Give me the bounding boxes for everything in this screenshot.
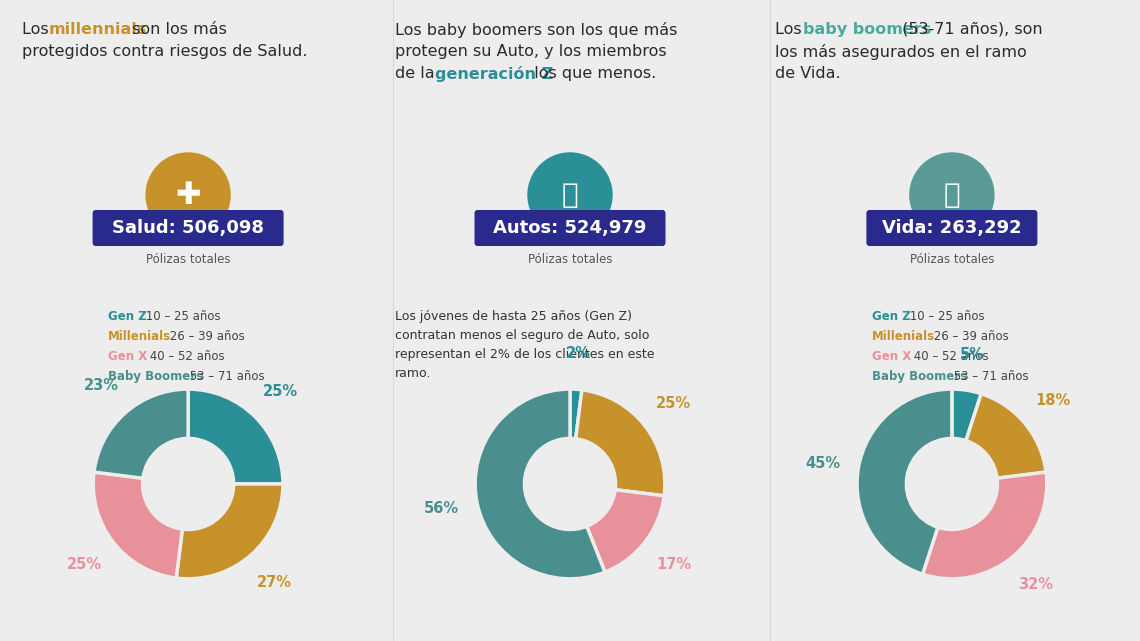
Text: Gen Z: Gen Z (872, 310, 911, 323)
Wedge shape (952, 389, 982, 440)
Text: 26 – 39 años: 26 – 39 años (930, 330, 1009, 343)
Wedge shape (587, 490, 665, 572)
Text: Los: Los (775, 22, 807, 37)
Text: son los más: son los más (127, 22, 227, 37)
Text: 27%: 27% (258, 575, 292, 590)
Text: protegen su Auto, y los miembros: protegen su Auto, y los miembros (394, 44, 667, 59)
Text: 23%: 23% (84, 378, 119, 393)
Text: Pólizas totales: Pólizas totales (146, 253, 230, 266)
Text: (53-71 años), son: (53-71 años), son (897, 22, 1043, 37)
Text: de la: de la (394, 66, 440, 81)
Text: Los: Los (22, 22, 54, 37)
Wedge shape (966, 394, 1047, 478)
FancyBboxPatch shape (92, 210, 284, 246)
Circle shape (910, 153, 994, 237)
Wedge shape (857, 389, 952, 574)
Circle shape (146, 153, 230, 237)
Text: 40 – 52 años: 40 – 52 años (146, 350, 225, 363)
Text: ✚: ✚ (176, 181, 201, 210)
Text: Los jóvenes de hasta 25 años (Gen Z)
contratan menos el seguro de Auto, solo
rep: Los jóvenes de hasta 25 años (Gen Z) con… (394, 310, 654, 380)
Text: Baby Boomers: Baby Boomers (872, 370, 967, 383)
Text: 10 – 25 años: 10 – 25 años (906, 310, 985, 323)
Text: de Vida.: de Vida. (775, 66, 840, 81)
Wedge shape (570, 389, 581, 439)
Text: 53 – 71 años: 53 – 71 años (186, 370, 264, 383)
Wedge shape (93, 472, 182, 578)
Text: 26 – 39 años: 26 – 39 años (166, 330, 245, 343)
Text: 53 – 71 años: 53 – 71 años (950, 370, 1028, 383)
Text: Gen X: Gen X (108, 350, 147, 363)
Text: Gen X: Gen X (872, 350, 911, 363)
Wedge shape (922, 472, 1047, 579)
Wedge shape (177, 484, 283, 579)
Text: 45%: 45% (805, 456, 840, 471)
Text: baby boomers: baby boomers (803, 22, 931, 37)
Text: Pólizas totales: Pólizas totales (910, 253, 994, 266)
Text: Pólizas totales: Pólizas totales (528, 253, 612, 266)
Wedge shape (93, 389, 188, 478)
Text: generación Z: generación Z (435, 66, 553, 82)
Text: protegidos contra riesgos de Salud.: protegidos contra riesgos de Salud. (22, 44, 308, 59)
Text: 32%: 32% (1018, 578, 1053, 592)
Text: los que menos.: los que menos. (524, 66, 657, 81)
Text: 17%: 17% (656, 556, 691, 572)
Text: Millenials: Millenials (872, 330, 935, 343)
Text: 40 – 52 años: 40 – 52 años (910, 350, 988, 363)
Text: 10 – 25 años: 10 – 25 años (142, 310, 221, 323)
Text: 25%: 25% (263, 384, 299, 399)
Text: Vida: 263,292: Vida: 263,292 (882, 219, 1021, 237)
Text: Baby Boomers: Baby Boomers (108, 370, 203, 383)
Text: Salud: 506,098: Salud: 506,098 (112, 219, 264, 237)
Text: Autos: 524,979: Autos: 524,979 (494, 219, 646, 237)
Text: 5%: 5% (960, 347, 985, 362)
Text: 🚗: 🚗 (562, 181, 578, 209)
FancyBboxPatch shape (866, 210, 1037, 246)
Text: 2%: 2% (565, 345, 591, 361)
FancyBboxPatch shape (474, 210, 666, 246)
Text: 18%: 18% (1035, 393, 1070, 408)
Text: 🐷: 🐷 (944, 181, 960, 209)
Wedge shape (576, 390, 665, 496)
Text: millennials: millennials (49, 22, 147, 37)
Wedge shape (475, 389, 605, 579)
Text: los más asegurados en el ramo: los más asegurados en el ramo (775, 44, 1027, 60)
Text: 25%: 25% (656, 396, 691, 412)
Text: 56%: 56% (424, 501, 459, 516)
Text: Millenials: Millenials (108, 330, 171, 343)
Circle shape (528, 153, 612, 237)
Wedge shape (188, 389, 283, 484)
Text: Gen Z: Gen Z (108, 310, 147, 323)
Text: Los baby boomers son los que más: Los baby boomers son los que más (394, 22, 677, 38)
Text: 25%: 25% (67, 556, 103, 572)
